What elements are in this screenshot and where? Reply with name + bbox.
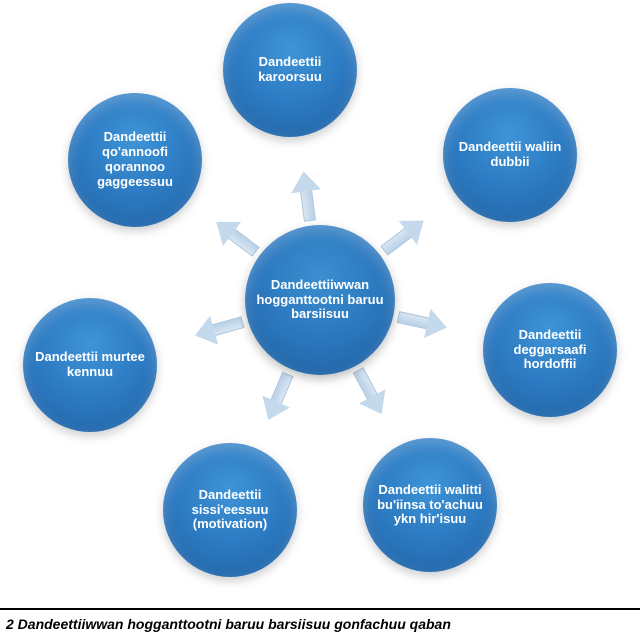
arrow	[207, 210, 265, 264]
arrow	[395, 302, 450, 342]
outer-node-0: Dandeettii karoorsuu	[223, 3, 357, 137]
caption-text: 2 Dandeettiiwwan hogganttootni baruu bar…	[6, 616, 451, 632]
outer-node-2: Dandeettii deggarsaafi hordoffii	[483, 283, 617, 417]
outer-label: Dandeettii waliin dubbii	[453, 140, 567, 170]
outer-label: Dandeettii sissi'eessuu (motivation)	[173, 488, 287, 533]
center-node: Dandeettiiwwan hogganttootni baruu barsi…	[245, 225, 395, 375]
outer-label: Dandeettii karoorsuu	[233, 55, 347, 85]
outer-label: Dandeettii qo'annoofi qorannoo gaggeessu…	[78, 130, 192, 190]
arrow	[255, 368, 302, 426]
figure-caption: 2 Dandeettiiwwan hogganttootni baruu bar…	[0, 608, 640, 640]
outer-node-4: Dandeettii sissi'eessuu (motivation)	[163, 443, 297, 577]
radial-diagram: 2 Dandeettiiwwan hogganttootni baruu bar…	[0, 0, 640, 640]
outer-node-1: Dandeettii waliin dubbii	[443, 88, 577, 222]
arrow	[288, 169, 324, 222]
arrow	[374, 209, 432, 263]
outer-label: Dandeettii deggarsaafi hordoffii	[493, 328, 607, 373]
center-label: Dandeettiiwwan hogganttootni baruu barsi…	[255, 278, 385, 323]
outer-label: Dandeettii murtee kennuu	[33, 350, 147, 380]
outer-label: Dandeettii walitti bu'iinsa to'achuu ykn…	[373, 483, 487, 528]
outer-node-3: Dandeettii walitti bu'iinsa to'achuu ykn…	[363, 438, 497, 572]
outer-node-6: Dandeettii qo'annoofi qorannoo gaggeessu…	[68, 93, 202, 227]
arrow	[191, 307, 247, 349]
outer-node-5: Dandeettii murtee kennuu	[23, 298, 157, 432]
arrow	[345, 363, 395, 421]
